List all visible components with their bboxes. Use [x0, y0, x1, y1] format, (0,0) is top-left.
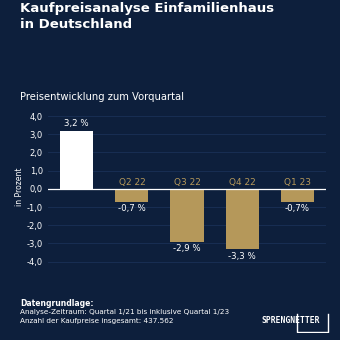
Text: Anzahl der Kaufpreise insgesamt: 437.562: Anzahl der Kaufpreise insgesamt: 437.562: [20, 318, 174, 324]
Text: Q2 22: Q2 22: [119, 178, 145, 187]
Text: Q1 22: Q1 22: [63, 178, 90, 187]
Y-axis label: in Prozent: in Prozent: [15, 168, 24, 206]
Text: -3,3 %: -3,3 %: [228, 252, 256, 260]
Bar: [225, 189, 259, 249]
Bar: [170, 189, 204, 241]
Text: Q3 22: Q3 22: [173, 178, 201, 187]
Text: Kaufpreisanalyse Einfamilienhaus
in Deutschland: Kaufpreisanalyse Einfamilienhaus in Deut…: [20, 2, 274, 31]
Text: -0,7%: -0,7%: [285, 204, 310, 213]
Text: Q1 23: Q1 23: [284, 178, 311, 187]
Bar: [280, 189, 314, 202]
Bar: [60, 131, 94, 189]
Bar: [115, 189, 149, 202]
Text: SPRENGNETTER: SPRENGNETTER: [261, 316, 320, 325]
Text: -2,9 %: -2,9 %: [173, 244, 201, 253]
Text: Analyse-Zeitraum: Quartal 1/21 bis inklusive Quartal 1/23: Analyse-Zeitraum: Quartal 1/21 bis inklu…: [20, 309, 230, 316]
Text: Datengrundlage:: Datengrundlage:: [20, 299, 94, 308]
Text: 3,2 %: 3,2 %: [65, 119, 89, 128]
Text: Q4 22: Q4 22: [229, 178, 255, 187]
Text: -0,7 %: -0,7 %: [118, 204, 146, 213]
Text: Preisentwicklung zum Vorquartal: Preisentwicklung zum Vorquartal: [20, 92, 184, 102]
